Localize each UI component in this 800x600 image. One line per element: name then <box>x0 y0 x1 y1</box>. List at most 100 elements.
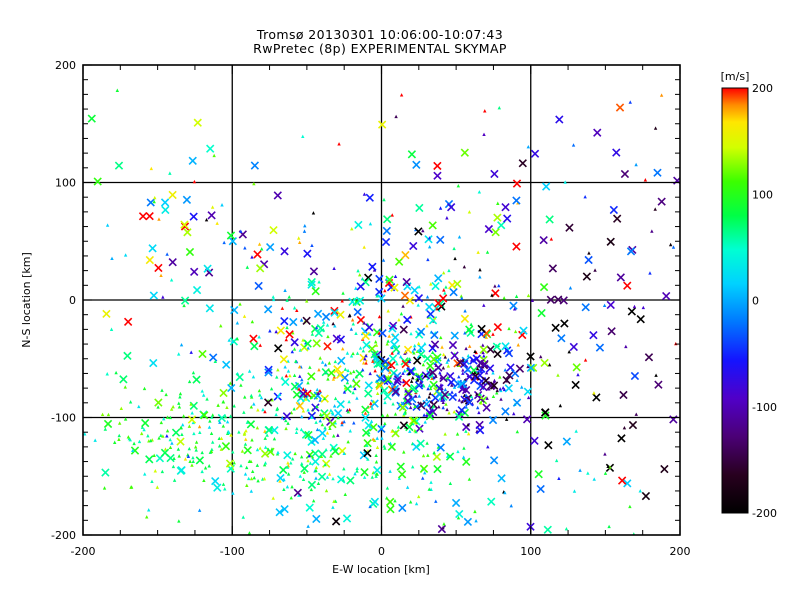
data-point-dot <box>191 459 195 464</box>
data-point-dot <box>513 329 518 334</box>
data-point-dot <box>526 395 531 400</box>
data-point-dot <box>469 322 473 326</box>
data-point-cross <box>429 380 438 389</box>
data-point-dot <box>463 309 467 313</box>
data-point-dot <box>653 207 657 211</box>
data-point-dot <box>149 166 154 171</box>
data-point-cross <box>331 517 341 526</box>
data-point-cross <box>641 491 651 501</box>
data-point-dot <box>426 453 430 457</box>
data-point-dot <box>146 433 150 438</box>
data-point-cross <box>482 403 491 412</box>
data-point-dot <box>225 419 230 424</box>
data-point-dot <box>352 421 356 425</box>
data-point-dot <box>261 407 265 412</box>
data-point-cross <box>416 327 426 336</box>
data-point-dot <box>306 524 310 528</box>
data-point-dot <box>430 376 434 381</box>
data-point-dot <box>421 228 425 233</box>
data-point-dot <box>239 229 243 233</box>
data-point-cross <box>615 103 625 112</box>
data-point-dot <box>395 361 399 366</box>
data-point-dot <box>155 485 160 489</box>
data-point-cross <box>528 363 538 373</box>
data-point-dot <box>377 314 382 319</box>
data-point-dot <box>152 453 156 457</box>
data-point-dot <box>379 424 384 429</box>
data-point-dot <box>179 425 183 430</box>
data-point-dot <box>341 347 345 351</box>
data-point-dot <box>428 391 432 396</box>
data-point-dot <box>383 446 387 450</box>
data-point-dot <box>240 449 245 453</box>
data-point-dot <box>159 433 163 438</box>
data-point-dot <box>432 316 437 320</box>
data-point-cross <box>545 215 554 224</box>
data-point-dot <box>297 236 301 240</box>
data-point-dot <box>302 229 307 233</box>
data-point-dot <box>314 468 318 473</box>
data-point-cross <box>293 488 303 497</box>
data-point-cross <box>213 483 222 492</box>
data-point-cross <box>375 374 385 383</box>
data-point-cross <box>512 242 521 251</box>
data-point-dot <box>568 286 573 290</box>
data-point-dot <box>668 242 673 247</box>
data-point-dot <box>268 329 272 333</box>
data-point-dot <box>249 489 254 493</box>
data-point-dot <box>477 392 482 397</box>
data-point-dot <box>429 282 433 286</box>
data-point-dot <box>189 350 193 354</box>
data-point-cross <box>138 212 148 221</box>
data-point-dot <box>187 379 192 384</box>
data-point-dot <box>115 88 120 92</box>
data-point-dot <box>430 406 435 410</box>
data-point-cross <box>540 408 550 417</box>
data-point-dot <box>110 256 114 260</box>
data-point-cross <box>393 375 403 384</box>
data-point-cross <box>595 343 605 352</box>
data-point-dot <box>478 275 482 279</box>
data-point-cross <box>363 448 372 458</box>
data-point-dot <box>303 397 308 401</box>
data-point-dot <box>333 324 337 328</box>
data-point-dot <box>351 322 355 326</box>
data-point-dot <box>258 343 262 347</box>
data-point-cross <box>426 361 435 371</box>
data-point-dot <box>160 388 164 392</box>
data-point-dot <box>280 375 284 380</box>
data-point-dot <box>252 402 256 406</box>
data-point-dot <box>250 255 254 259</box>
data-point-dot <box>437 404 441 409</box>
data-point-cross <box>336 310 345 319</box>
data-point-cross <box>612 148 621 157</box>
data-point-cross <box>388 321 398 330</box>
data-point-cross <box>581 303 590 312</box>
data-point-dot <box>311 211 316 215</box>
data-point-cross <box>657 197 666 206</box>
data-point-cross <box>226 231 236 240</box>
data-point-dot <box>290 457 295 461</box>
data-point-cross <box>530 149 540 158</box>
data-point-dot <box>377 331 381 335</box>
data-point-cross <box>269 225 278 235</box>
data-point-dot <box>93 438 97 442</box>
data-point-cross <box>455 509 464 519</box>
data-point-cross <box>593 128 602 137</box>
data-point-dot <box>289 461 293 465</box>
data-point-dot <box>289 496 293 500</box>
data-point-cross <box>518 159 527 168</box>
data-point-cross <box>526 363 536 372</box>
data-point-dot <box>83 432 87 436</box>
data-point-dot <box>351 390 355 395</box>
data-point-cross <box>381 363 390 373</box>
y-axis-title: N-S location [km] <box>20 252 33 348</box>
data-point-dot <box>426 257 430 262</box>
data-point-dot <box>380 436 384 440</box>
data-point-dot <box>408 500 413 504</box>
data-point-dot <box>318 398 322 402</box>
data-point-dot <box>340 299 344 303</box>
data-point-dot <box>293 451 297 456</box>
data-point-cross <box>404 389 413 399</box>
data-point-cross <box>446 202 456 212</box>
